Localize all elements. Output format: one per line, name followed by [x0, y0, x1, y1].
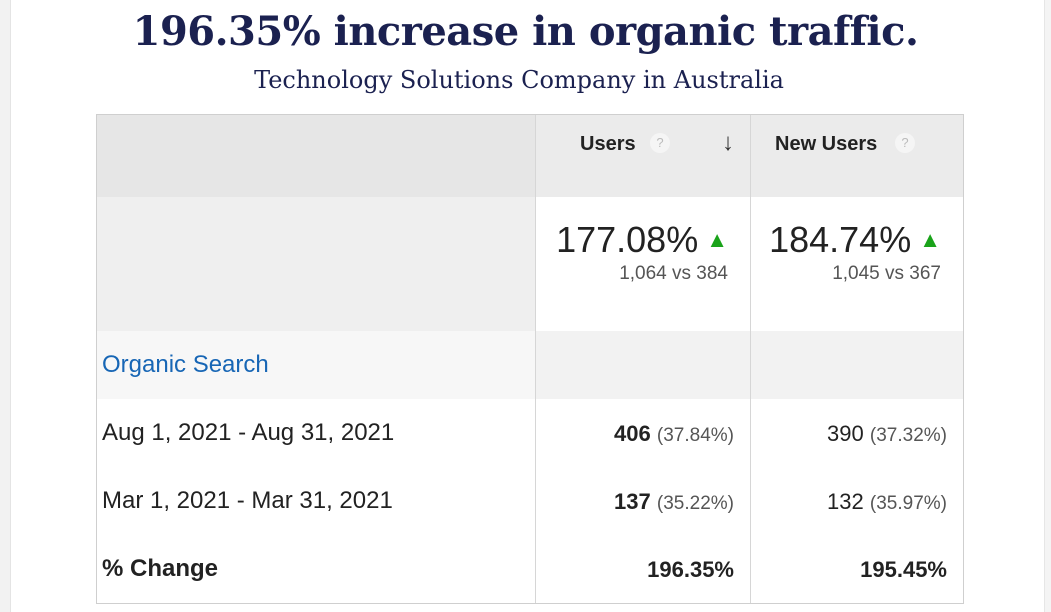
- summary-row: 177.08% ▲ 1,064 vs 384 184.74% ▲ 1,045 v…: [97, 197, 963, 332]
- new-users-column-title[interactable]: New Users: [775, 133, 878, 155]
- summary-empty-cell: [97, 197, 535, 331]
- users-share: (37.84%): [656, 425, 734, 446]
- new-users-share: (35.97%): [869, 493, 947, 514]
- help-icon[interactable]: ?: [650, 133, 670, 153]
- change-label: % Change: [102, 555, 219, 582]
- table-row: Mar 1, 2021 - Mar 31, 2021 137 (35.22%) …: [97, 467, 963, 536]
- subheadline: Technology Solutions Company in Australi…: [254, 66, 784, 94]
- users-column-title[interactable]: Users: [580, 133, 636, 155]
- new-users-value: 390: [827, 421, 864, 446]
- users-value: 137: [614, 489, 651, 514]
- new-users-column-header[interactable]: New Users ?: [750, 115, 963, 197]
- left-edge: [0, 0, 11, 612]
- date-range-label: Mar 1, 2021 - Mar 31, 2021: [102, 487, 393, 514]
- users-summary-cell: 177.08% ▲ 1,064 vs 384: [535, 197, 750, 331]
- new-users-summary-cell: 184.74% ▲ 1,045 vs 367: [750, 197, 963, 331]
- organic-search-link[interactable]: Organic Search: [102, 351, 269, 378]
- new-users-share: (37.32%): [869, 425, 947, 446]
- table-row: Aug 1, 2021 - Aug 31, 2021 406 (37.84%) …: [97, 399, 963, 468]
- users-column-header[interactable]: Users ? ↓: [535, 115, 750, 197]
- arrow-up-icon: ▲: [919, 227, 941, 252]
- change-row: % Change 196.35% 195.45%: [97, 535, 963, 603]
- right-edge: [1044, 0, 1051, 612]
- header-empty-cell: [97, 115, 535, 197]
- users-share: (35.22%): [656, 493, 734, 514]
- headline: 196.35% increase in organic traffic.: [132, 8, 919, 55]
- help-icon[interactable]: ?: [895, 133, 915, 153]
- table-header-row: Users ? ↓ New Users ?: [97, 115, 963, 198]
- new-users-value: 132: [827, 489, 864, 514]
- date-range-label: Aug 1, 2021 - Aug 31, 2021: [102, 419, 395, 446]
- segment-row: Organic Search: [97, 331, 963, 400]
- users-change-value: 196.35%: [647, 557, 734, 582]
- users-value: 406: [614, 421, 651, 446]
- sort-descending-icon[interactable]: ↓: [722, 129, 734, 156]
- new-users-compare-text: 1,045 vs 367: [832, 263, 941, 284]
- users-compare-text: 1,064 vs 384: [619, 263, 728, 284]
- new-users-change-percent: 184.74%: [769, 219, 912, 260]
- users-change-percent: 177.08%: [556, 219, 699, 260]
- analytics-table: Users ? ↓ New Users ? 177.08% ▲ 1,064 vs…: [96, 114, 964, 604]
- new-users-change-value: 195.45%: [860, 557, 947, 582]
- arrow-up-icon: ▲: [706, 227, 728, 252]
